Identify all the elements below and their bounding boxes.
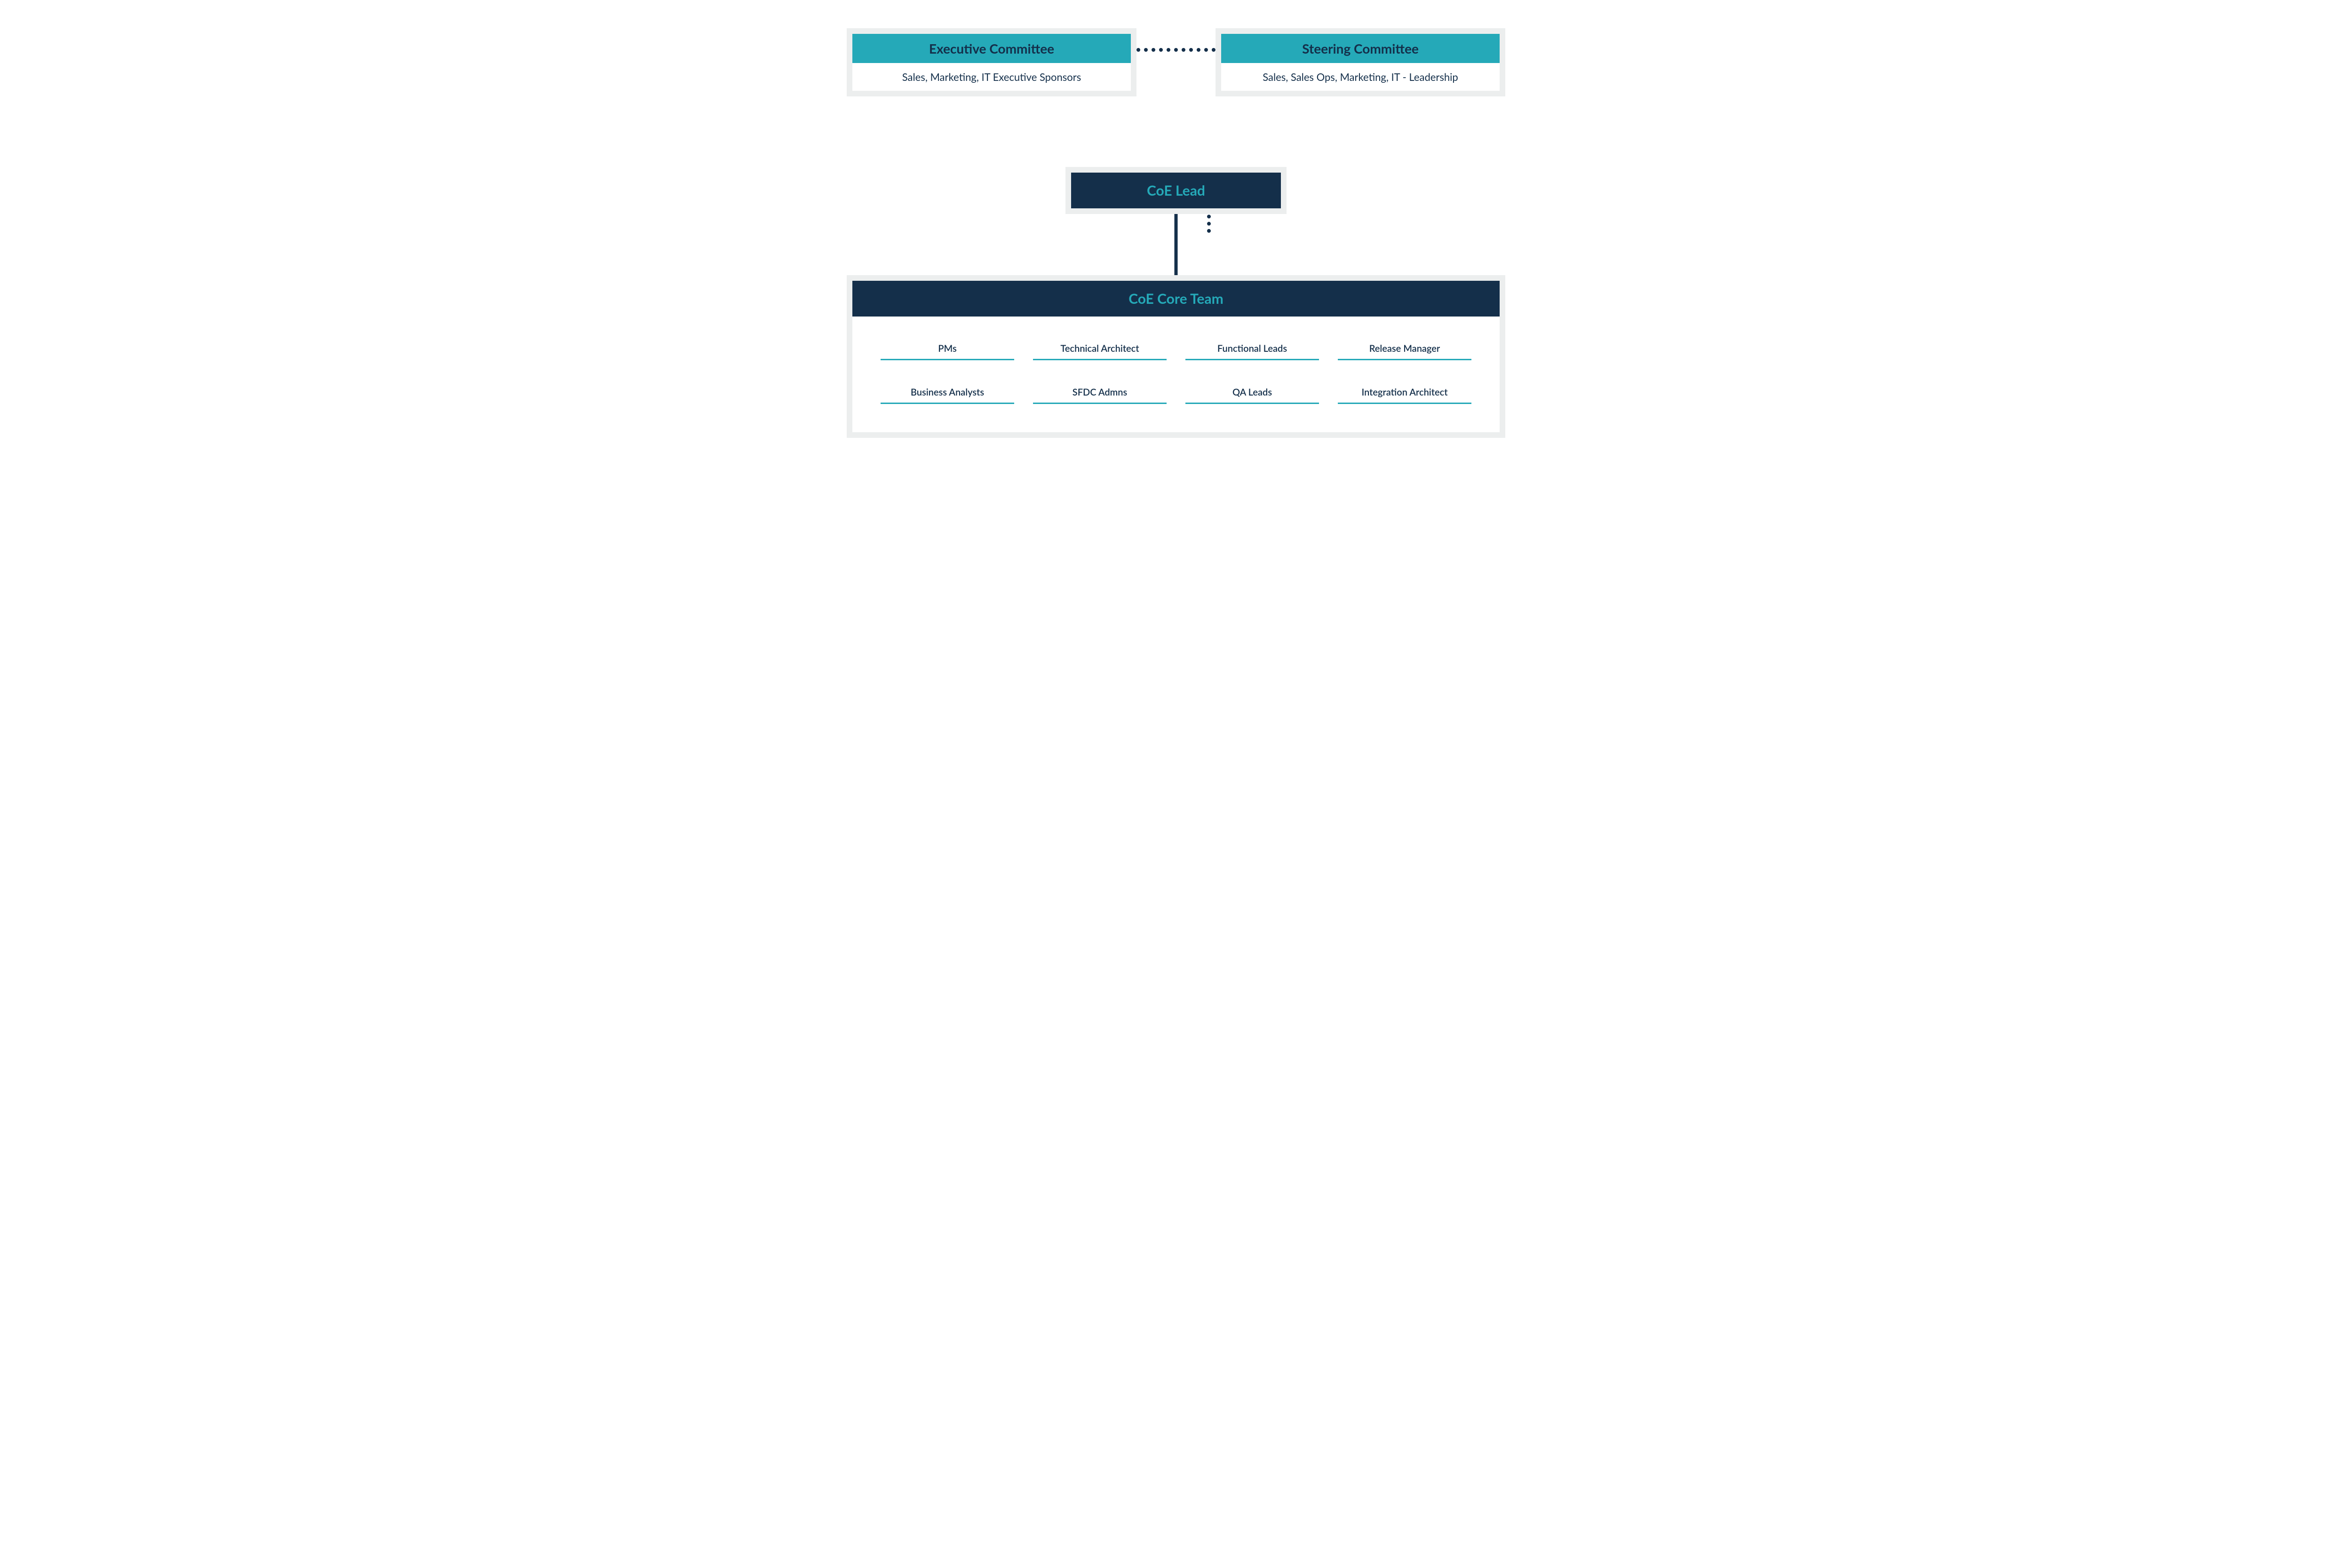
gap-core	[847, 214, 1505, 275]
row-committees: Executive Committee Sales, Marketing, IT…	[847, 28, 1505, 96]
connector-solid-vertical	[1175, 214, 1178, 275]
roles-grid: PMs Technical Architect Functional Leads…	[852, 317, 1500, 432]
role-item: QA Leads	[1185, 384, 1319, 404]
node-executive-committee: Executive Committee Sales, Marketing, IT…	[847, 28, 1136, 96]
node-subtitle: Sales, Marketing, IT Executive Sponsors	[852, 63, 1131, 91]
row-core: CoE Core Team PMs Technical Architect Fu…	[847, 275, 1505, 438]
gap-lead	[847, 96, 1505, 167]
node-title: CoE Core Team	[852, 281, 1500, 317]
node-steering-committee: Steering Committee Sales, Sales Ops, Mar…	[1216, 28, 1505, 96]
node-coe-lead: CoE Lead	[1065, 167, 1287, 214]
role-item: SFDC Admns	[1033, 384, 1167, 404]
role-item: PMs	[881, 340, 1014, 360]
role-item: Release Manager	[1338, 340, 1471, 360]
role-item: Technical Architect	[1033, 340, 1167, 360]
node-coe-core-team: CoE Core Team PMs Technical Architect Fu…	[847, 275, 1505, 438]
role-item: Functional Leads	[1185, 340, 1319, 360]
node-title: Steering Committee	[1221, 34, 1500, 63]
row-lead: CoE Lead	[847, 167, 1505, 214]
node-subtitle: Sales, Sales Ops, Marketing, IT - Leader…	[1221, 63, 1500, 91]
role-item: Integration Architect	[1338, 384, 1471, 404]
role-item: Business Analysts	[881, 384, 1014, 404]
connector-dotted-horizontal	[1136, 48, 1216, 52]
node-title: Executive Committee	[852, 34, 1131, 63]
node-title: CoE Lead	[1071, 173, 1281, 208]
org-chart: Executive Committee Sales, Marketing, IT…	[847, 28, 1505, 438]
